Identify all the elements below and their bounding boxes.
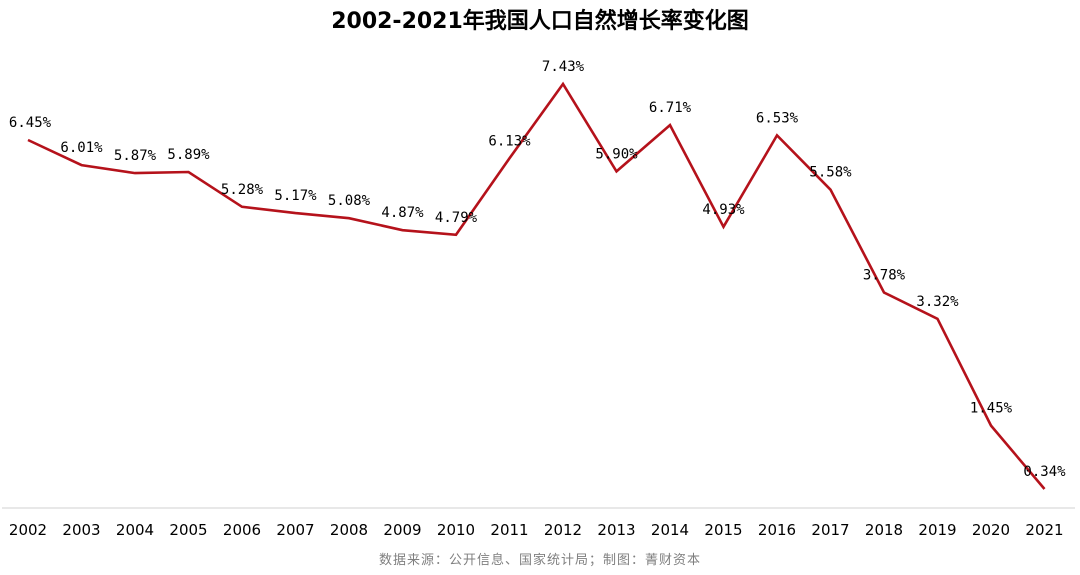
data-label-2019: 3.32% <box>916 294 959 310</box>
x-tick-label-2003: 2003 <box>62 521 100 539</box>
x-tick-label-2014: 2014 <box>651 521 689 539</box>
x-tick-label-2011: 2011 <box>490 521 528 539</box>
x-tick-label-2012: 2012 <box>544 521 582 539</box>
data-point-2009 <box>401 228 405 232</box>
data-point-2017 <box>829 188 833 192</box>
source-note: 数据来源：公开信息、国家统计局；制图：菁财资本 <box>378 553 701 568</box>
data-label-2009: 4.87% <box>381 205 424 221</box>
line-layer <box>26 81 1047 491</box>
x-tick-label-2015: 2015 <box>704 521 742 539</box>
x-tick-label-2013: 2013 <box>597 521 635 539</box>
data-label-2006: 5.28% <box>221 182 264 198</box>
data-label-2012: 7.43% <box>542 59 585 75</box>
data-label-2003: 6.01% <box>60 140 103 156</box>
x-tick-label-2018: 2018 <box>865 521 903 539</box>
data-point-2014 <box>668 123 672 127</box>
x-tick-label-2006: 2006 <box>223 521 261 539</box>
data-point-2020 <box>989 424 993 428</box>
x-tick-label-2020: 2020 <box>972 521 1010 539</box>
data-label-2020: 1.45% <box>970 401 1013 417</box>
data-point-2006 <box>240 205 244 209</box>
data-label-2010: 4.79% <box>435 210 478 226</box>
data-point-2005 <box>187 170 191 174</box>
data-point-2007 <box>294 211 298 215</box>
data-point-2003 <box>80 163 84 167</box>
data-point-2013 <box>615 169 619 173</box>
data-label-2014: 6.71% <box>649 100 692 116</box>
x-tick-label-2016: 2016 <box>758 521 796 539</box>
x-tick-label-2021: 2021 <box>1025 521 1063 539</box>
data-label-2021: 0.34% <box>1023 464 1066 480</box>
data-label-2016: 6.53% <box>756 110 799 126</box>
x-tick-layer: 2002 2003 2004 2005 2006 2007 2008 2009 2010 2011… <box>9 521 1064 539</box>
data-label-2018: 3.78% <box>863 267 906 283</box>
x-tick-label-2002: 2002 <box>9 521 47 539</box>
data-label-2013: 5.90% <box>595 146 638 162</box>
data-label-2002: 6.45% <box>9 115 52 131</box>
data-point-2010 <box>454 233 458 237</box>
data-point-2016 <box>775 133 779 137</box>
series-line <box>27 81 1046 490</box>
x-tick-label-2017: 2017 <box>811 521 849 539</box>
data-label-2011: 6.13% <box>488 133 531 149</box>
x-tick-label-2019: 2019 <box>918 521 956 539</box>
data-point-2021 <box>1043 487 1047 491</box>
x-tick-label-2008: 2008 <box>330 521 368 539</box>
data-label-2015: 4.93% <box>702 202 745 218</box>
x-tick-label-2009: 2009 <box>383 521 421 539</box>
x-tick-label-2005: 2005 <box>169 521 207 539</box>
data-point-2004 <box>133 171 137 175</box>
data-label-2007: 5.17% <box>274 188 317 204</box>
data-point-2008 <box>347 216 351 220</box>
x-tick-label-2004: 2004 <box>116 521 154 539</box>
data-label-2004: 5.87% <box>114 148 157 164</box>
x-tick-label-2007: 2007 <box>276 521 314 539</box>
data-point-2015 <box>722 225 726 229</box>
data-label-2017: 5.58% <box>809 165 852 181</box>
data-label-layer: 6.45% 6.01% 5.87% 5.89% 5.28% 5.17% 5.08% 4.87%… <box>9 59 1066 480</box>
data-label-2008: 5.08% <box>328 193 371 209</box>
x-tick-label-2010: 2010 <box>437 521 475 539</box>
data-point-2012 <box>561 82 565 86</box>
chart-title: 2002-2021年我国人口自然增长率变化图 <box>331 9 749 34</box>
data-point-2019 <box>936 317 940 321</box>
data-label-2005: 5.89% <box>167 147 210 163</box>
data-point-2011 <box>508 156 512 160</box>
data-point-2002 <box>26 138 30 142</box>
data-point-2018 <box>882 290 886 294</box>
